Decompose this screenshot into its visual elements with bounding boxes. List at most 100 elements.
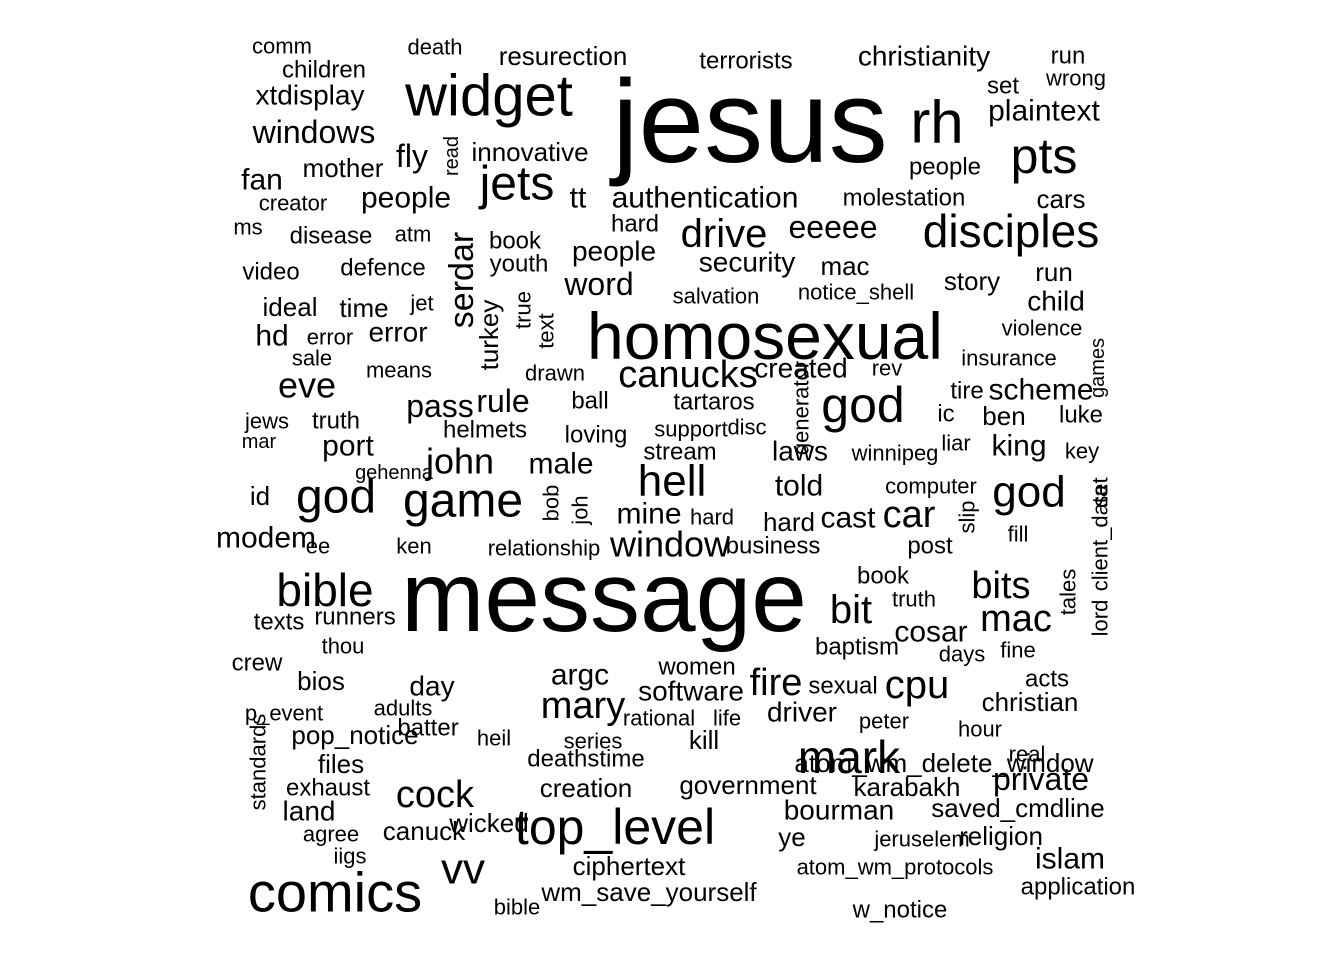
word-life: life [713, 706, 741, 731]
word-port: port [322, 430, 374, 463]
word-ms: ms [233, 215, 262, 240]
word-rh: rh [910, 89, 963, 156]
word-disciples: disciples [923, 205, 1099, 257]
word-text: text [534, 313, 559, 348]
word-mac: mac [820, 251, 869, 281]
word-saved-cmdline: saved_cmdline [931, 793, 1104, 823]
word-stream: stream [643, 439, 716, 466]
word-authentication: authentication [612, 182, 799, 215]
word-child: child [1027, 286, 1085, 317]
word-time: time [339, 293, 388, 323]
word-run: run [1035, 257, 1073, 287]
word-ideal: ideal [263, 292, 318, 322]
word-windows: windows [252, 114, 376, 150]
word-resurection: resurection [499, 41, 628, 71]
word-message: message [401, 541, 807, 653]
word-canucks: canucks [618, 354, 757, 396]
word-cars: cars [1036, 184, 1085, 214]
word-private: private [993, 761, 1089, 797]
word-pass: pass [406, 388, 474, 424]
word-kill: kill [689, 725, 719, 755]
word-religion: religion [959, 821, 1043, 851]
word-helmets: helmets [443, 417, 527, 444]
word-sexual: sexual [808, 673, 877, 700]
word-hell: hell [638, 457, 707, 506]
word-women: women [657, 654, 735, 681]
word-salvation: salvation [673, 284, 760, 309]
word-creator: creator [259, 191, 327, 216]
word-baptism: baptism [815, 634, 899, 661]
word-jets: jets [478, 158, 555, 211]
word-word: word [563, 266, 633, 302]
word-turkey: turkey [474, 300, 504, 371]
word-atom-wm-protocols: atom_wm_protocols [797, 855, 994, 880]
word-hard: hard [611, 211, 659, 238]
word-means: means [366, 358, 432, 383]
word-cock: cock [396, 774, 475, 816]
word-christian: christian [982, 687, 1079, 717]
word-death: death [407, 35, 462, 60]
word-rational: rational [623, 706, 695, 731]
word-bob: bob [539, 485, 564, 522]
word-tt: tt [570, 182, 587, 215]
word-drive: drive [681, 212, 768, 256]
word-mar: mar [242, 431, 277, 453]
word-serdar: serdar [443, 232, 481, 328]
word-islam: islam [1035, 843, 1105, 876]
word-rev: rev [872, 356, 903, 381]
word-top-level: top_level [515, 799, 715, 855]
word-set: set [1088, 477, 1113, 506]
word-bible: bible [276, 564, 373, 616]
word-business: business [726, 533, 821, 560]
word-crew: crew [232, 650, 283, 677]
word-god: god [821, 377, 904, 433]
word-violence: violence [1002, 316, 1083, 341]
word-agree: agree [303, 822, 359, 847]
word-mary: mary [541, 685, 625, 727]
word-mother: mother [303, 153, 384, 183]
word-tire: tire [950, 378, 983, 405]
word-bourman: bourman [784, 795, 895, 826]
word-p-event: p_event [245, 701, 323, 726]
word-government: government [679, 770, 817, 800]
word-relationship: relationship [488, 536, 601, 561]
word-true: true [511, 291, 536, 329]
word-truth: truth [892, 587, 936, 612]
word-standards: standards [246, 714, 271, 811]
word-christianity: christianity [858, 41, 990, 72]
word-notice-shell: notice_shell [798, 280, 914, 305]
word-widget: widget [404, 64, 573, 129]
word-deathstime: deathstime [527, 746, 644, 773]
word-day: day [409, 671, 454, 702]
word-key: key [1065, 439, 1099, 464]
word-ee: ee [306, 534, 330, 559]
word-fly: fly [396, 138, 428, 174]
word-land: land [283, 796, 336, 827]
word-loving: loving [565, 422, 628, 449]
word-gehenna: gehenna [355, 462, 434, 484]
word-exhaust: exhaust [286, 775, 370, 802]
word-argc: argc [551, 659, 609, 692]
word-ye: ye [778, 822, 805, 852]
word-fine: fine [1000, 638, 1035, 663]
word-luke: luke [1059, 402, 1103, 429]
word-comm: comm [252, 34, 312, 59]
word-batter: batter [397, 715, 458, 742]
word-truth: truth [312, 408, 360, 435]
word-heil: heil [477, 726, 511, 751]
word-jesus: jesus [609, 56, 887, 188]
word-disc: disc [727, 415, 766, 440]
word-hard: hard [690, 505, 734, 530]
word-people: people [572, 236, 656, 267]
word-children: children [282, 57, 366, 84]
word-sale: sale [292, 346, 332, 371]
word-youth: youth [490, 251, 549, 278]
word-people: people [361, 182, 451, 215]
word-liar: liar [941, 431, 970, 456]
word-eve: eve [278, 365, 336, 406]
word-acts: acts [1025, 666, 1069, 693]
word-male: male [528, 448, 593, 481]
word-peter: peter [859, 709, 909, 734]
word-run: run [1051, 43, 1086, 70]
